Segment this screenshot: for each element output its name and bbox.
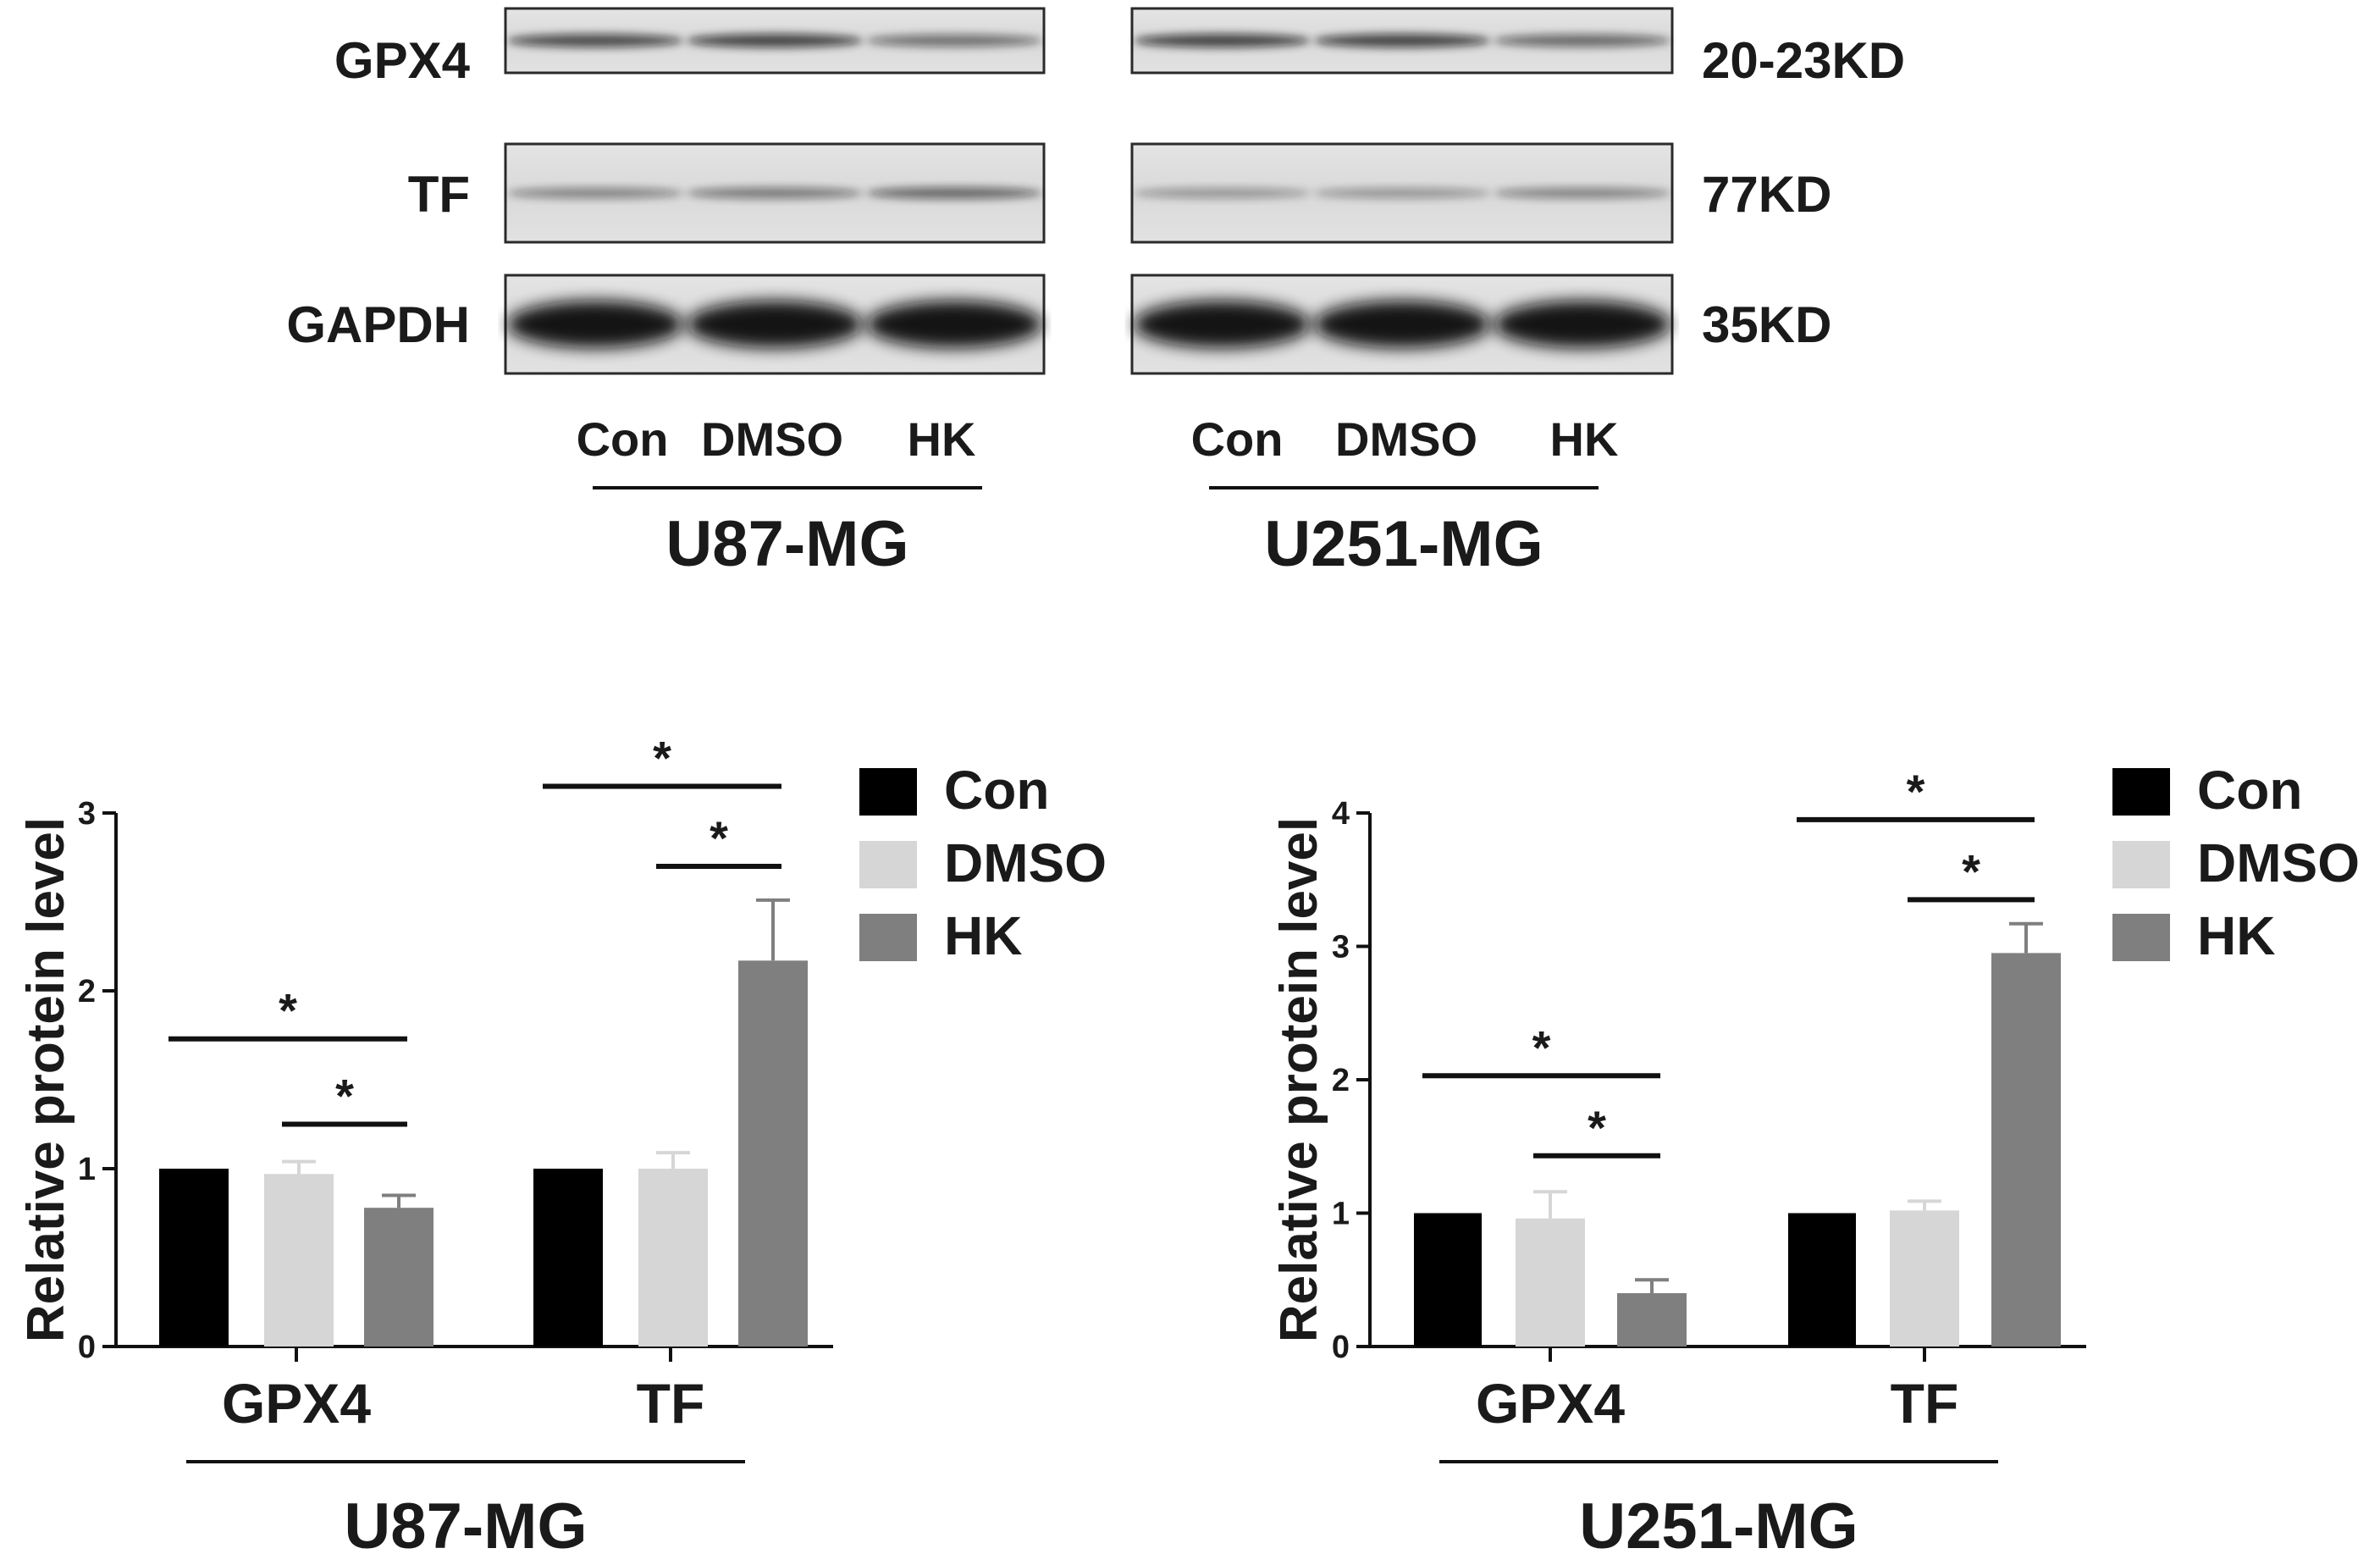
- protein-band: [1134, 187, 1311, 199]
- protein-band: [866, 301, 1042, 348]
- protein-band: [1134, 34, 1311, 47]
- bar-con-tf: [1788, 1213, 1856, 1347]
- protein-label-tf: TF: [408, 166, 470, 223]
- y-axis-label: Relative protein level: [1270, 817, 1328, 1342]
- bar-dmso-gpx4: [1516, 1218, 1585, 1347]
- y-tick-label: 4: [1332, 796, 1350, 832]
- bar-hk-gpx4: [364, 1208, 433, 1347]
- lane-label-hk: HK: [1550, 412, 1619, 466]
- bar-hk-gpx4: [1617, 1293, 1687, 1347]
- protein-band: [1494, 187, 1670, 199]
- legend-swatch-hk: [2112, 914, 2170, 961]
- lane-label-dmso: DMSO: [701, 412, 843, 466]
- bar-hk-tf: [738, 960, 808, 1347]
- significance-star: *: [1588, 1101, 1606, 1154]
- y-tick-label: 0: [78, 1330, 96, 1365]
- category-label-gpx4: GPX4: [1476, 1372, 1625, 1435]
- protein-band: [1313, 34, 1491, 47]
- protein-band: [507, 34, 683, 47]
- molecular-weight-label: 35KD: [1702, 296, 1831, 353]
- protein-band: [866, 34, 1042, 47]
- molecular-weight-label: 77KD: [1702, 166, 1831, 223]
- protein-band: [1494, 34, 1670, 47]
- y-tick-label: 0: [1332, 1330, 1350, 1365]
- lane-label-con: Con: [1191, 412, 1284, 466]
- protein-band: [507, 301, 683, 348]
- legend-label-con: Con: [2197, 760, 2302, 821]
- protein-band: [687, 301, 863, 348]
- bar-dmso-tf: [638, 1169, 708, 1347]
- legend-swatch-con: [2112, 768, 2170, 816]
- legend-label-dmso: DMSO: [944, 832, 1107, 893]
- legend-label-hk: HK: [944, 905, 1022, 966]
- bar-dmso-gpx4: [264, 1174, 334, 1347]
- y-tick-label: 2: [1332, 1063, 1350, 1098]
- protein-band: [1313, 301, 1491, 348]
- category-label-gpx4: GPX4: [222, 1372, 371, 1435]
- significance-star: *: [279, 984, 297, 1037]
- category-label-tf: TF: [1891, 1372, 1959, 1435]
- legend-label-con: Con: [944, 760, 1049, 821]
- protein-band: [1134, 301, 1311, 348]
- legend-swatch-dmso: [859, 841, 917, 888]
- cell-line-label: U251-MG: [1264, 508, 1543, 580]
- y-tick-label: 2: [78, 974, 96, 1009]
- protein-label-gpx4: GPX4: [334, 32, 471, 89]
- legend-label-hk: HK: [2197, 905, 2275, 966]
- protein-label-gapdh: GAPDH: [286, 296, 470, 353]
- legend-swatch-dmso: [2112, 841, 2170, 888]
- protein-band: [687, 34, 863, 47]
- bar-con-gpx4: [1414, 1213, 1482, 1347]
- bar-dmso-tf: [1890, 1210, 1959, 1347]
- y-tick-label: 3: [78, 796, 96, 832]
- significance-star: *: [1907, 765, 1925, 818]
- lane-label-hk: HK: [908, 412, 976, 466]
- y-tick-label: 1: [78, 1152, 96, 1187]
- legend-label-dmso: DMSO: [2197, 832, 2360, 893]
- y-tick-label: 1: [1332, 1197, 1350, 1232]
- protein-band: [1313, 187, 1491, 199]
- significance-star: *: [653, 732, 671, 785]
- y-tick-label: 3: [1332, 930, 1350, 965]
- lane-label-con: Con: [577, 412, 669, 466]
- molecular-weight-label: 20-23KD: [1702, 32, 1905, 89]
- bar-hk-tf: [1991, 953, 2061, 1347]
- protein-band: [866, 187, 1042, 199]
- group-label: U251-MG: [1579, 1490, 1858, 1562]
- legend-swatch-hk: [859, 914, 917, 961]
- group-label: U87-MG: [344, 1490, 587, 1562]
- y-axis-label: Relative protein level: [17, 817, 75, 1342]
- legend-swatch-con: [859, 768, 917, 816]
- protein-band: [507, 187, 683, 199]
- significance-star: *: [335, 1070, 354, 1123]
- significance-star: *: [1532, 1020, 1551, 1074]
- protein-band: [1494, 301, 1670, 348]
- bar-con-tf: [533, 1169, 603, 1347]
- category-label-tf: TF: [637, 1372, 705, 1435]
- significance-star: *: [1962, 844, 1980, 898]
- cell-line-label: U87-MG: [665, 508, 908, 580]
- significance-star: *: [710, 811, 728, 865]
- lane-label-dmso: DMSO: [1335, 412, 1477, 466]
- protein-band: [687, 187, 863, 199]
- bar-con-gpx4: [159, 1169, 229, 1347]
